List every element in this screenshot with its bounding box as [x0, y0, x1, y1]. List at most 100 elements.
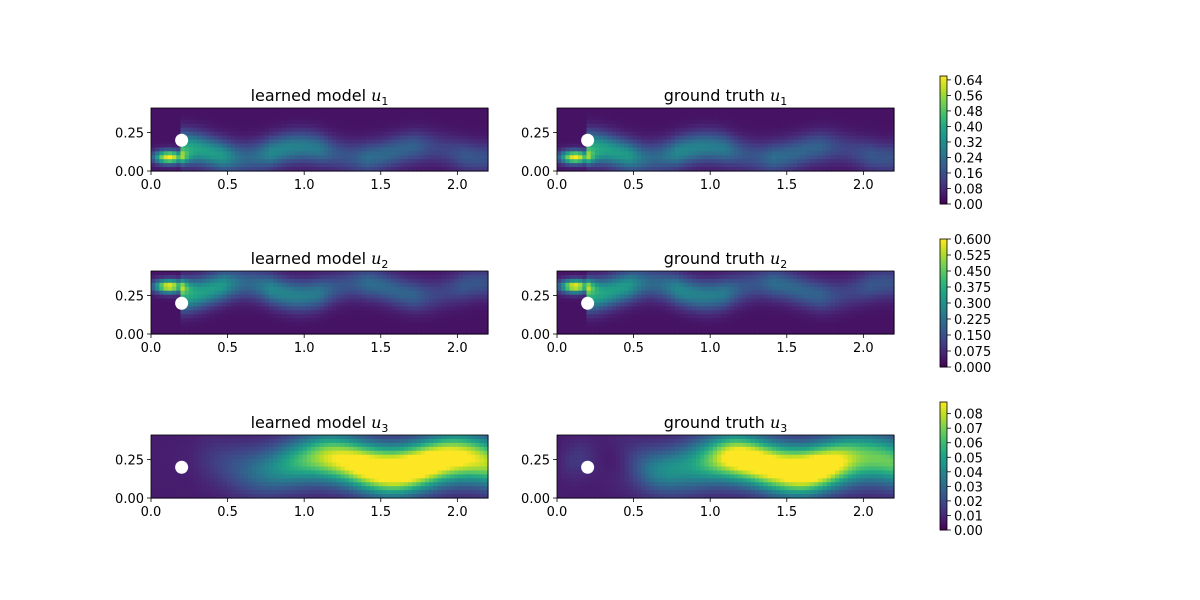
heat-cell	[188, 151, 194, 156]
heat-cell	[184, 163, 190, 168]
heat-cell	[687, 131, 693, 137]
heat-cell	[205, 286, 211, 292]
heat-cell	[205, 139, 211, 145]
heat-cell	[733, 108, 739, 113]
heat-cell	[298, 298, 304, 304]
heat-cell	[860, 167, 866, 172]
heat-cell	[344, 127, 350, 133]
heat-cell	[797, 318, 802, 323]
heat-cell	[264, 127, 270, 133]
heat-cell	[374, 115, 380, 121]
heat-cell	[382, 318, 388, 323]
heat-cell	[611, 139, 617, 145]
heat-cell	[637, 119, 642, 125]
heat-cell	[628, 147, 634, 152]
heat-cell	[441, 127, 447, 133]
heat-cell	[620, 271, 625, 276]
heat-cell	[632, 139, 638, 145]
heat-cell	[454, 167, 460, 172]
heat-cell	[683, 278, 689, 284]
heat-cell	[586, 330, 592, 335]
heat-cell	[247, 290, 253, 296]
heat-cell	[479, 159, 485, 164]
heat-cell	[205, 271, 211, 276]
colorbar-tick-label: 0.24	[954, 151, 983, 166]
heat-cell	[184, 119, 190, 125]
heat-cell	[603, 163, 609, 168]
heat-cell	[458, 143, 464, 148]
heat-cell	[315, 274, 321, 280]
heat-cell	[298, 294, 304, 300]
heat-cell	[264, 282, 270, 288]
heat-cell	[483, 143, 489, 148]
heat-cell	[340, 123, 346, 129]
heat-cell	[222, 322, 228, 327]
heat-cell	[670, 143, 676, 148]
heat-cell	[323, 298, 329, 304]
heat-cell	[573, 115, 579, 121]
heat-cell	[776, 306, 781, 311]
heat-cell	[628, 326, 634, 331]
heat-cell	[561, 135, 567, 141]
heat-cell	[885, 151, 891, 156]
heat-cell	[445, 108, 451, 113]
heat-cell	[403, 143, 409, 148]
heat-cell	[578, 274, 583, 280]
heat-cell	[557, 111, 562, 117]
heat-cell	[256, 330, 262, 335]
heat-cell	[653, 155, 659, 160]
heat-cell	[252, 318, 257, 323]
heat-cell	[193, 163, 198, 168]
heat-cell	[847, 135, 853, 141]
heat-cell	[797, 326, 802, 331]
heat-cell	[475, 274, 481, 280]
heat-cell	[197, 143, 203, 148]
heat-cell	[256, 322, 262, 327]
heat-cell	[683, 274, 689, 280]
heat-cell	[763, 108, 769, 113]
heat-cell	[771, 306, 777, 311]
heat-cell	[708, 115, 714, 121]
heat-cell	[645, 151, 651, 156]
heat-cell	[180, 127, 186, 133]
heat-cell	[239, 139, 245, 145]
heat-cell	[226, 147, 232, 152]
heat-cell	[197, 127, 203, 133]
heat-cell	[725, 108, 731, 113]
heat-cell	[340, 135, 346, 141]
heat-cell	[344, 314, 350, 319]
heat-cell	[311, 115, 316, 121]
heat-cell	[599, 298, 604, 304]
heat-cell	[151, 143, 156, 148]
heat-cell	[653, 290, 659, 296]
heat-cell	[717, 330, 722, 335]
heat-cell	[615, 282, 621, 288]
heat-cell	[683, 111, 689, 117]
heat-cell	[370, 274, 375, 280]
heat-cell	[662, 143, 668, 148]
heat-cell	[856, 115, 861, 121]
heat-cell	[615, 127, 621, 133]
heat-cell	[788, 306, 794, 311]
heat-cell	[285, 127, 291, 133]
heat-cell	[717, 294, 722, 300]
heat-cell	[679, 326, 684, 331]
heat-cell	[416, 306, 422, 311]
heat-cell	[603, 274, 609, 280]
heat-cell	[776, 115, 781, 121]
heat-cell	[889, 131, 895, 137]
heat-cell	[830, 163, 836, 168]
heat-cell	[155, 159, 161, 164]
heat-cell	[733, 147, 739, 152]
heat-cell	[420, 294, 426, 300]
heat-cell	[780, 167, 786, 172]
heat-cell	[226, 111, 232, 117]
heat-cell	[860, 143, 866, 148]
heat-cell	[666, 147, 672, 152]
heat-cell	[742, 115, 748, 121]
heat-cell	[471, 159, 476, 164]
heat-cell	[353, 119, 359, 125]
heat-cell	[403, 139, 409, 145]
heat-cell	[226, 294, 232, 300]
heat-cell	[184, 322, 190, 327]
